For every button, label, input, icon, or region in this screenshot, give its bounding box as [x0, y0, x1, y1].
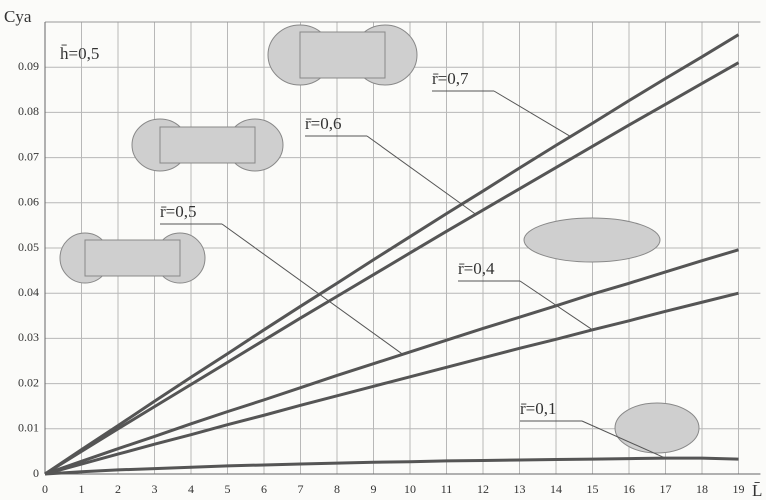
- x-tick-label: 18: [696, 482, 708, 496]
- x-tick-label: 8: [334, 482, 340, 496]
- y-tick-label: 0.08: [18, 104, 39, 118]
- x-tick-label: 15: [587, 482, 599, 496]
- chart: h̄=0,5 Cya L̄ 01234567891011121314151617…: [0, 0, 766, 500]
- annotation: h̄=0,5: [60, 44, 99, 63]
- series-label: r̄=0,4: [458, 259, 495, 278]
- series-label: r̄=0,6: [305, 114, 342, 133]
- y-tick-label: 0.07: [18, 149, 39, 163]
- x-tick-label: 13: [514, 482, 526, 496]
- x-tick-label: 7: [298, 482, 304, 496]
- blob: [60, 233, 205, 283]
- x-axis-label: L̄: [752, 481, 762, 500]
- x-tick-label: 16: [623, 482, 635, 496]
- x-tick-label: 0: [42, 482, 48, 496]
- x-tick-label: 12: [477, 482, 489, 496]
- y-tick-label: 0.01: [18, 421, 39, 435]
- x-tick-label: 5: [225, 482, 231, 496]
- x-tick-label: 14: [550, 482, 562, 496]
- y-axis-label: Cya: [4, 7, 32, 26]
- blob: [524, 218, 660, 262]
- y-tick-label: 0.03: [18, 330, 39, 344]
- y-tick-label: 0: [33, 466, 39, 480]
- x-tick-label: 4: [188, 482, 194, 496]
- blob: [268, 25, 417, 85]
- y-tick-label: 0.06: [18, 195, 39, 209]
- x-tick-label: 17: [660, 482, 672, 496]
- x-tick-label: 19: [733, 482, 745, 496]
- series-label: r̄=0,7: [432, 69, 469, 88]
- x-tick-label: 9: [371, 482, 377, 496]
- series-label: r̄=0,5: [160, 202, 197, 221]
- y-tick-label: 0.02: [18, 375, 39, 389]
- x-tick-label: 2: [115, 482, 121, 496]
- x-tick-label: 3: [152, 482, 158, 496]
- y-tick-label: 0.05: [18, 240, 39, 254]
- x-tick-label: 1: [79, 482, 85, 496]
- y-tick-label: 0.09: [18, 59, 39, 73]
- x-tick-label: 11: [441, 482, 453, 496]
- x-tick-label: 6: [261, 482, 267, 496]
- blob: [132, 119, 283, 171]
- blob: [615, 403, 699, 453]
- y-tick-label: 0.04: [18, 285, 39, 299]
- series-label: r̄=0,1: [520, 399, 557, 418]
- x-tick-label: 10: [404, 482, 416, 496]
